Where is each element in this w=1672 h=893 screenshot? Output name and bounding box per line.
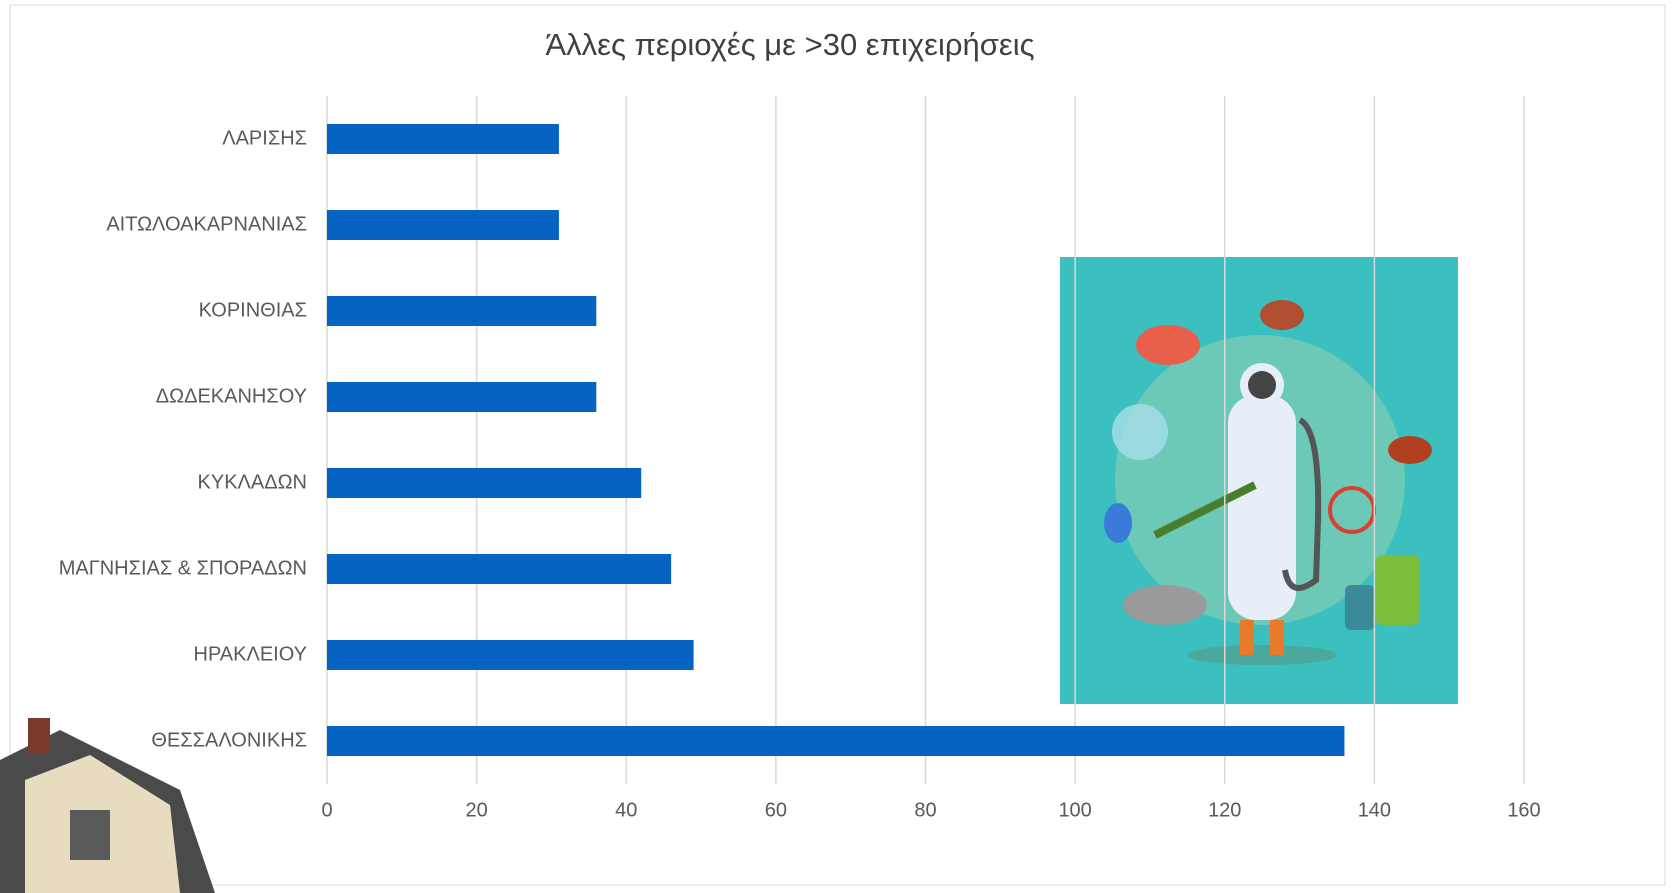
y-tick-label: ΜΑΓΝΗΣΙΑΣ & ΣΠΟΡΑΔΩΝ bbox=[59, 557, 307, 579]
bar bbox=[327, 382, 597, 412]
x-tick-label: 160 bbox=[1507, 799, 1540, 821]
bar bbox=[327, 468, 642, 498]
x-tick-label: 60 bbox=[765, 799, 787, 821]
bar bbox=[327, 640, 694, 670]
y-tick-label: ΔΩΔΕΚΑΝΗΣΟΥ bbox=[156, 385, 307, 407]
x-tick-label: 80 bbox=[914, 799, 936, 821]
house-decoration bbox=[0, 718, 215, 893]
x-tick-label: 120 bbox=[1208, 799, 1241, 821]
y-tick-label: ΛΑΡΙΣΗΣ bbox=[222, 127, 307, 149]
bar bbox=[327, 554, 672, 584]
y-tick-label: ΚΥΚΛΑΔΩΝ bbox=[198, 471, 307, 493]
x-tick-label: 40 bbox=[615, 799, 637, 821]
illustration bbox=[1060, 257, 1458, 704]
y-tick-label: ΑΙΤΩΛΟΑΚΑΡΝΑΝΙΑΣ bbox=[106, 213, 307, 235]
y-tick-label: ΗΡΑΚΛΕΙΟΥ bbox=[194, 643, 308, 665]
y-tick-label: ΘΕΣΣΑΛΟΝΙΚΗΣ bbox=[151, 729, 307, 751]
y-tick-label: ΚΟΡΙΝΘΙΑΣ bbox=[199, 299, 307, 321]
chart-title: Άλλες περιοχές με >30 επιχειρήσεις bbox=[545, 27, 1034, 62]
bar bbox=[327, 296, 597, 326]
x-tick-label: 0 bbox=[321, 799, 332, 821]
bar bbox=[327, 210, 559, 240]
x-tick-label: 100 bbox=[1058, 799, 1091, 821]
x-tick-label: 140 bbox=[1358, 799, 1391, 821]
x-tick-label: 20 bbox=[466, 799, 488, 821]
bar bbox=[327, 726, 1345, 756]
bar bbox=[327, 124, 559, 154]
